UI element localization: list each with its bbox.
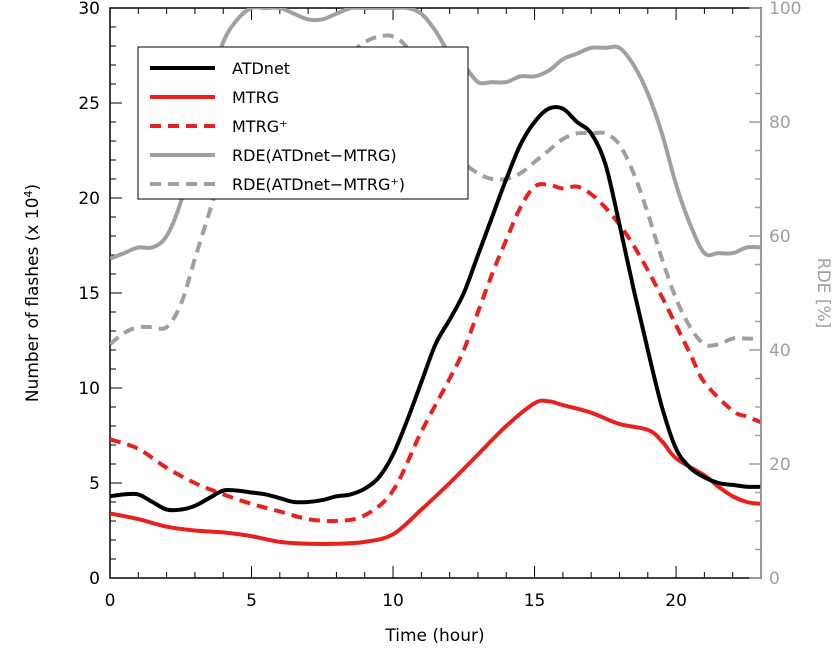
y-tick-label: 0 — [89, 569, 100, 589]
legend-label: ATDnet — [232, 59, 290, 78]
y2-axis-title: RDE [%] — [813, 258, 833, 328]
x-axis-title: Time (hour) — [384, 626, 484, 646]
legend-box — [137, 46, 469, 200]
legend-label: MTRG — [232, 88, 279, 107]
legend-label: RDE(ATDnet−MTRG⁺) — [232, 175, 405, 194]
legend: ATDnet MTRG MTRG⁺ RDE(ATDnet−MTRG) RDE(ATDne… — [137, 46, 469, 200]
x-tick-label: 20 — [665, 591, 687, 611]
series-line-1 — [110, 398, 761, 547]
legend-label: MTRG⁺ — [232, 117, 288, 136]
y2-tick-label: 80 — [769, 113, 791, 133]
y-tick-label: 15 — [78, 284, 100, 304]
y-tick-label: 30 — [78, 0, 100, 19]
y-axis-title-suffix: ) — [23, 184, 43, 191]
x-tick-label: 10 — [382, 591, 404, 611]
y-axis-title-exponent: 4 — [22, 190, 35, 197]
x-tick-label: 15 — [524, 591, 546, 611]
y-axis-title: Number of flashes (x 104) — [22, 184, 44, 402]
y-axis-title-prefix: Number of flashes (x 10 — [23, 197, 43, 402]
series-line-2 — [110, 182, 761, 524]
y-tick-label: 20 — [78, 189, 100, 209]
legend-label: RDE(ATDnet−MTRG) — [232, 146, 397, 165]
y2-tick-label: 40 — [769, 341, 791, 361]
y-tick-label: 10 — [78, 379, 100, 399]
y2-tick-label: 100 — [769, 0, 801, 19]
y2-tick-label: 60 — [769, 227, 791, 247]
y-tick-label: 25 — [78, 94, 100, 114]
x-tick-label: 0 — [105, 591, 116, 611]
y-tick-label: 5 — [89, 474, 100, 494]
series-line-0 — [110, 105, 761, 513]
y2-tick-label: 0 — [769, 569, 780, 589]
y2-tick-label: 20 — [769, 455, 791, 475]
x-tick-label: 5 — [246, 591, 257, 611]
